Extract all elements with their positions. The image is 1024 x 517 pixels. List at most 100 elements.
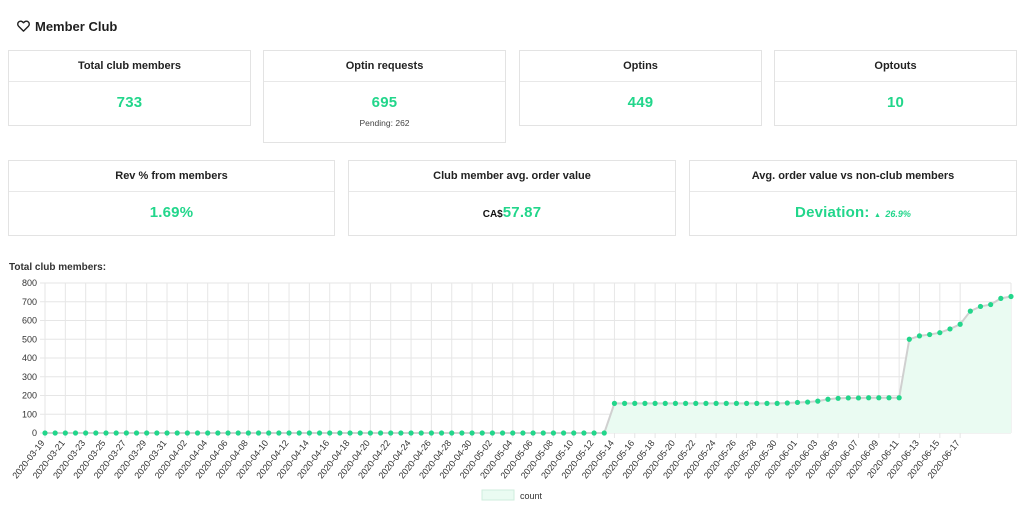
series-area: [45, 296, 1011, 433]
data-point: [235, 430, 241, 436]
chart-points: [42, 293, 1014, 436]
data-point: [62, 430, 68, 436]
card-label: Avg. order value vs non-club members: [690, 161, 1016, 192]
data-point: [520, 430, 526, 436]
data-point: [835, 395, 841, 401]
optins-card: Optins 449: [519, 50, 762, 126]
data-point: [784, 400, 790, 406]
data-point: [947, 326, 953, 332]
data-point: [571, 430, 577, 436]
data-point: [1008, 293, 1014, 300]
heart-icon: [17, 20, 30, 32]
card-value: 695: [371, 94, 398, 111]
avg-order-value-card: Club member avg. order value CA$57.87: [348, 160, 676, 236]
legend-swatch: [481, 489, 515, 501]
page-header: Member Club: [17, 16, 117, 36]
data-point: [255, 430, 262, 436]
card-label: Optins: [520, 51, 761, 82]
data-point: [906, 336, 912, 342]
data-point: [733, 400, 740, 406]
data-point: [703, 400, 709, 406]
data-point: [764, 400, 770, 406]
data-point: [215, 430, 221, 436]
optouts-card: Optouts 10: [774, 50, 1017, 126]
data-point: [967, 308, 973, 314]
data-point: [754, 400, 760, 406]
data-point: [937, 330, 943, 336]
data-point: [52, 430, 58, 436]
data-point: [245, 430, 251, 436]
data-point: [693, 400, 699, 406]
data-point: [530, 430, 536, 436]
data-point: [408, 430, 414, 436]
data-point: [367, 430, 373, 436]
chart-area: [45, 295, 1012, 434]
data-point: [327, 430, 333, 436]
data-point: [418, 430, 424, 436]
data-point: [144, 430, 150, 436]
data-point: [276, 430, 282, 436]
data-point: [957, 321, 963, 327]
card-label: Optin requests: [264, 51, 505, 82]
data-point: [184, 430, 190, 436]
y-tick-label: 0: [32, 428, 37, 438]
data-point: [815, 398, 821, 404]
data-point: [611, 400, 618, 406]
data-point: [540, 430, 546, 436]
data-point: [896, 395, 902, 401]
card-value: 733: [116, 94, 143, 111]
x-axis: 2020-03-192020-03-212020-03-232020-03-25…: [10, 438, 961, 480]
data-point: [601, 430, 607, 436]
data-point: [510, 430, 516, 436]
data-point: [42, 430, 48, 436]
data-point: [133, 430, 140, 436]
data-point: [550, 430, 557, 436]
card-value: 57.87: [502, 204, 542, 221]
data-point: [489, 430, 496, 436]
data-point: [998, 295, 1004, 301]
data-point: [459, 430, 465, 436]
data-point: [499, 430, 506, 436]
legend-label: count: [520, 491, 543, 501]
data-point: [428, 430, 434, 436]
data-point: [744, 400, 750, 406]
data-point: [622, 400, 628, 406]
y-tick-label: 400: [22, 353, 37, 363]
data-point: [72, 430, 79, 436]
data-point: [886, 395, 892, 401]
page-title: Member Club: [35, 18, 118, 34]
data-point: [194, 430, 201, 436]
data-point: [296, 430, 302, 436]
data-point: [286, 430, 292, 436]
y-tick-label: 700: [22, 297, 37, 307]
data-point: [388, 430, 394, 436]
data-point: [672, 400, 679, 406]
data-point: [164, 430, 170, 436]
data-point: [398, 430, 404, 436]
data-point: [845, 395, 851, 401]
data-point: [337, 430, 343, 436]
data-point: [825, 396, 831, 402]
data-point: [988, 301, 994, 308]
data-point: [866, 395, 872, 401]
y-tick-label: 800: [22, 278, 37, 288]
data-point: [652, 400, 658, 406]
data-point: [723, 400, 729, 406]
card-value: 449: [627, 94, 654, 111]
card-label: Rev % from members: [9, 161, 334, 192]
data-point: [683, 400, 689, 406]
data-point: [438, 430, 445, 436]
pending-count: Pending: 262: [359, 118, 410, 128]
data-point: [713, 400, 719, 406]
data-point: [642, 400, 648, 406]
data-point: [916, 333, 923, 339]
deviation-percent: 26.9%: [885, 209, 911, 219]
data-point: [205, 430, 211, 436]
card-value: 10: [886, 94, 905, 111]
data-point: [123, 430, 129, 436]
data-point: [977, 303, 984, 310]
data-point: [83, 430, 89, 436]
chart-title: Total club members:: [9, 262, 107, 273]
total-members-chart: 0 100 200 300 400 500 600 700 800 2020-03-192020…: [10, 278, 1014, 501]
deviation-card: Avg. order value vs non-club members Dev…: [689, 160, 1017, 236]
